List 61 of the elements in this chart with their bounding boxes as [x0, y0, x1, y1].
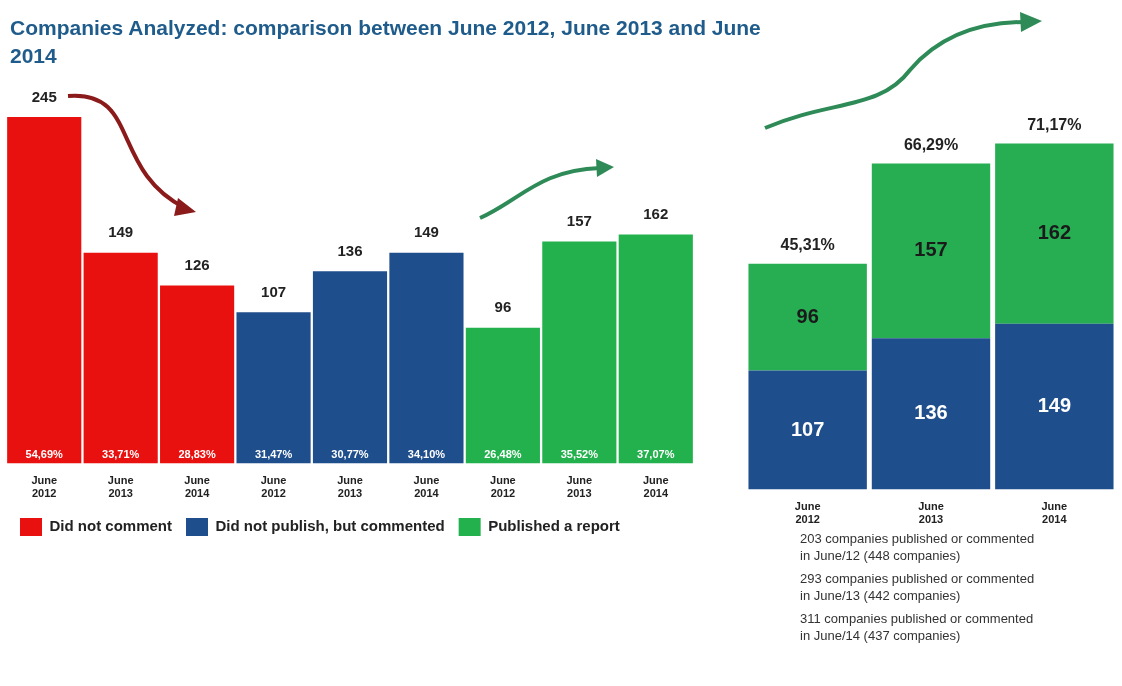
bar	[995, 323, 1114, 490]
legend-label: Published a report	[488, 517, 620, 535]
data-label: 245	[31, 87, 57, 105]
annotation: 34,10%	[407, 448, 446, 461]
data-label: 157	[914, 238, 948, 261]
bar	[312, 271, 388, 464]
text: 203 companies published or commented in June/12 (448 companies)	[800, 530, 1036, 564]
x-tick-label: June 2014	[1041, 500, 1068, 526]
legend-label: Did not publish, but commented	[215, 517, 445, 535]
x-tick-label: June 2012	[260, 474, 287, 500]
annotation: 71,17%	[1027, 115, 1082, 133]
bar	[389, 252, 464, 464]
bar	[7, 117, 82, 464]
annotation: 33,71%	[102, 448, 140, 461]
data-label: 149	[413, 223, 439, 241]
bar	[160, 285, 235, 464]
x-tick-label: June 2012	[31, 474, 58, 500]
bar	[465, 327, 540, 464]
annotation: 66,29%	[903, 135, 959, 153]
text: 293 companies published or commented in June/13 (442 companies)	[800, 570, 1036, 604]
x-tick-label: June 2014	[413, 474, 440, 500]
annotation: 35,52%	[560, 448, 599, 461]
data-label: 149	[1037, 394, 1072, 417]
x-tick-label: June 2012	[794, 500, 821, 526]
bar	[995, 143, 1114, 324]
data-label: 107	[790, 417, 825, 440]
bar	[871, 338, 991, 490]
x-tick-label: June 2013	[107, 474, 134, 500]
data-label: 136	[337, 241, 363, 259]
text: 311 companies published or commented in June/14 (437 companies)	[800, 610, 1035, 644]
bar	[871, 163, 991, 339]
bar	[542, 241, 617, 464]
x-tick-label: June 2014	[642, 474, 669, 500]
annotation: 30,77%	[331, 448, 369, 461]
data-label: 162	[1037, 221, 1072, 244]
chart-title: Companies Analyzed: comparison between June 2012, June 2013 and June 2014	[9, 15, 762, 69]
annotation: 37,07%	[637, 448, 675, 461]
x-tick-label: June 2013	[918, 500, 944, 526]
bar	[618, 234, 693, 464]
annotation: 28,83%	[178, 448, 216, 461]
data-label: 96	[494, 298, 512, 316]
x-tick-label: June 2014	[184, 474, 211, 500]
data-label: 126	[184, 256, 210, 274]
data-label: 149	[108, 223, 134, 241]
bar	[748, 370, 867, 490]
x-tick-label: June 2013	[566, 474, 593, 500]
data-label: 107	[261, 282, 287, 300]
x-tick-label: June 2013	[337, 474, 363, 500]
bar	[83, 252, 158, 464]
data-label: 157	[566, 212, 592, 230]
x-tick-label: June 2012	[490, 474, 516, 500]
annotation: 26,48%	[484, 448, 522, 461]
data-label: 136	[914, 401, 948, 424]
annotation: 31,47%	[254, 448, 293, 461]
data-label: 96	[796, 304, 819, 327]
bar	[748, 263, 867, 371]
data-label: 162	[643, 205, 669, 223]
annotation: 45,31%	[780, 236, 835, 254]
bar	[236, 312, 311, 464]
annotation: 54,69%	[25, 448, 64, 461]
legend-label: Did not comment	[49, 517, 172, 535]
